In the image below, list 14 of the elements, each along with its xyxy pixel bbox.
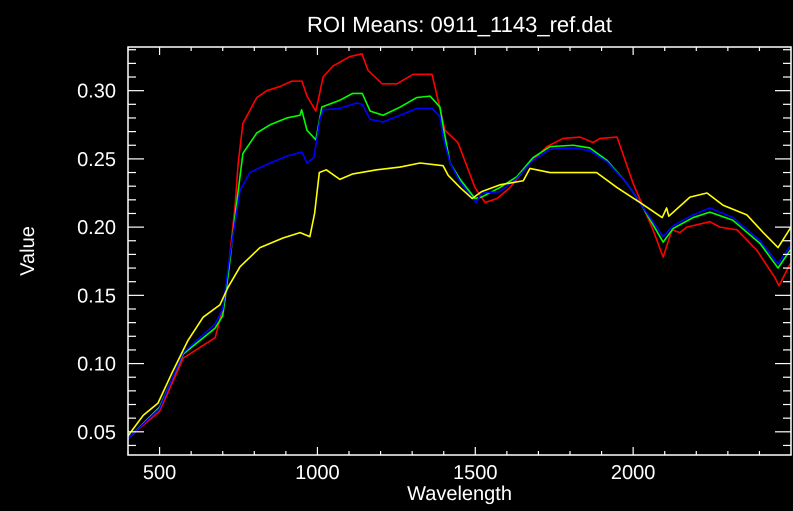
- y-tick-label: 0.25: [77, 148, 116, 171]
- x-tick-label: 500: [142, 462, 176, 484]
- y-tick-label: 0.30: [77, 80, 116, 103]
- chart-title: ROI Means: 0911_1143_ref.dat: [307, 12, 612, 37]
- y-tick-label: 0.15: [77, 285, 116, 308]
- x-axis-title: Wavelength: [407, 483, 512, 505]
- x-tick-label: 1500: [453, 462, 498, 484]
- line-series: [128, 162, 791, 437]
- x-tick-label: 1000: [295, 462, 340, 484]
- y-tick-label: 0.05: [77, 422, 116, 444]
- y-axis-title: Value: [17, 226, 39, 276]
- x-tick-label: 2000: [610, 462, 656, 484]
- y-tick-label: 0.20: [77, 217, 116, 240]
- y-tick-label: 0.10: [77, 354, 116, 376]
